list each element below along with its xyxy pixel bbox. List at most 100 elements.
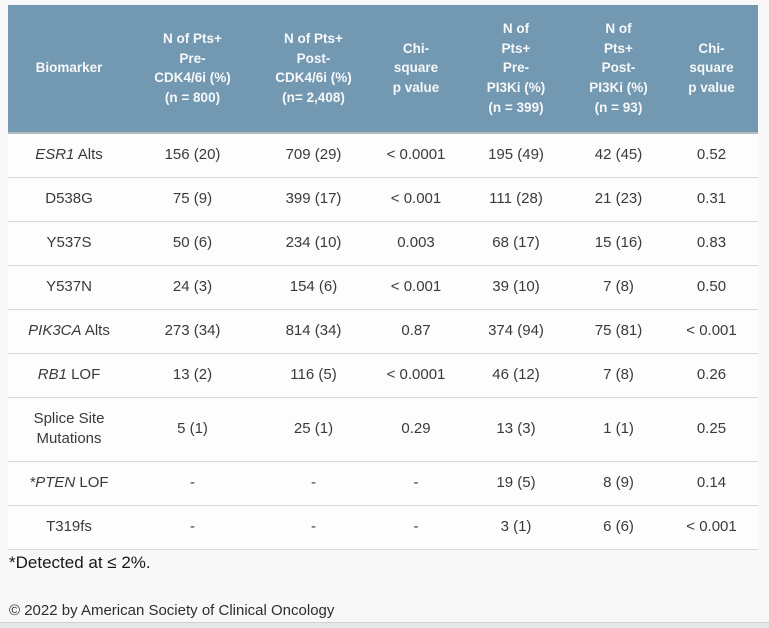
biomarker-label: LOF [66, 366, 101, 384]
table-cell: - [255, 461, 372, 506]
table-cell: < 0.001 [372, 265, 460, 310]
column-header-pre-pi3ki: N of Pts+ Pre- PI3Ki (%) (n = 399) [460, 5, 572, 134]
biomarker-label: Y537N [46, 278, 92, 296]
table-cell: 75 (9) [130, 177, 255, 222]
table-cell: < 0.001 [372, 177, 460, 222]
biomarker-label: Y537S [46, 234, 92, 252]
table-cell: 19 (5) [460, 461, 572, 506]
table-cell: < 0.001 [665, 309, 758, 354]
table-cell: 195 (49) [460, 132, 572, 178]
table-cell: 111 (28) [460, 177, 572, 222]
table-cell: 68 (17) [460, 221, 572, 266]
table-cell: - [372, 461, 460, 506]
table-cell: 50 (6) [130, 221, 255, 266]
column-header-pre-cdk46i: N of Pts+ Pre- CDK4/6i (%) (n = 800) [130, 5, 255, 134]
table-cell: 13 (2) [130, 353, 255, 398]
table-cell: 46 (12) [460, 353, 572, 398]
table-cell: 42 (45) [572, 132, 665, 178]
biomarker-label: T319fs [46, 518, 92, 536]
table-row-t319fs: T319fs - - - 3 (1) 6 (6) < 0.001 [8, 505, 758, 550]
copyright-notice: © 2022 by American Society of Clinical O… [9, 602, 335, 619]
biomarker-table: Biomarker N of Pts+ Pre- CDK4/6i (%) (n … [8, 5, 758, 550]
column-header-biomarker: Biomarker [8, 5, 130, 134]
table-cell: 273 (34) [130, 309, 255, 354]
table-cell: 156 (20) [130, 132, 255, 178]
biomarker-cell: T319fs [8, 505, 130, 550]
table-cell: 1 (1) [572, 397, 665, 462]
table-cell: 374 (94) [460, 309, 572, 354]
table-cell: 234 (10) [255, 221, 372, 266]
table-cell: 0.87 [372, 309, 460, 354]
column-header-chi-square-pi3k: Chi- square p value [665, 5, 758, 134]
table-cell: 7 (8) [572, 265, 665, 310]
biomarker-cell: D538G [8, 177, 130, 222]
table-cell: 25 (1) [255, 397, 372, 462]
table-cell: 6 (6) [572, 505, 665, 550]
gene-name: *PTEN [29, 474, 76, 492]
table-cell: - [130, 461, 255, 506]
biomarker-label: Alts [81, 322, 110, 340]
table-cell: 5 (1) [130, 397, 255, 462]
table-row-y537s: Y537S 50 (6) 234 (10) 0.003 68 (17) 15 (… [8, 221, 758, 266]
table-cell: 21 (23) [572, 177, 665, 222]
gene-name: RB1 [37, 366, 67, 384]
table-cell: < 0.0001 [372, 353, 460, 398]
table-cell: 116 (5) [255, 353, 372, 398]
table-cell: 0.25 [665, 397, 758, 462]
biomarker-cell: Y537S [8, 221, 130, 266]
gene-name: ESR1 [35, 146, 75, 164]
biomarker-cell: Splice Site Mutations [8, 397, 130, 462]
table-cell: 39 (10) [460, 265, 572, 310]
biomarker-label: D538G [45, 190, 93, 208]
table-row-rb1-lof: RB1 LOF 13 (2) 116 (5) < 0.0001 46 (12) … [8, 353, 758, 398]
table-cell: 15 (16) [572, 221, 665, 266]
table-row-pten-lof: *PTEN LOF - - - 19 (5) 8 (9) 0.14 [8, 461, 758, 506]
table-cell: - [255, 505, 372, 550]
table-cell: 154 (6) [255, 265, 372, 310]
biomarker-cell: Y537N [8, 265, 130, 310]
table-cell: - [130, 505, 255, 550]
table-cell: 0.14 [665, 461, 758, 506]
gene-name: PIK3CA [28, 322, 82, 340]
table-cell: 3 (1) [460, 505, 572, 550]
footnote: *Detected at ≤ 2%. [9, 553, 151, 572]
table-cell: 0.29 [372, 397, 460, 462]
table-cell: 0.26 [665, 353, 758, 398]
table-cell: 0.83 [665, 221, 758, 266]
column-header-chi-square-cdk: Chi- square p value [372, 5, 460, 134]
table-cell: 24 (3) [130, 265, 255, 310]
table-cell: < 0.0001 [372, 132, 460, 178]
table-body: ESR1 Alts 156 (20) 709 (29) < 0.0001 195… [8, 132, 758, 550]
table-cell: 399 (17) [255, 177, 372, 222]
table-cell: 13 (3) [460, 397, 572, 462]
table-cell: 7 (8) [572, 353, 665, 398]
table-cell: 709 (29) [255, 132, 372, 178]
biomarker-label: Alts [74, 146, 103, 164]
biomarker-label: LOF [75, 474, 109, 492]
table-cell: 814 (34) [255, 309, 372, 354]
biomarker-cell: PIK3CA Alts [8, 309, 130, 354]
table-row-esr1-alts: ESR1 Alts 156 (20) 709 (29) < 0.0001 195… [8, 132, 758, 178]
biomarker-cell: ESR1 Alts [8, 132, 130, 178]
horizontal-scrollbar[interactable] [0, 622, 769, 628]
biomarker-cell: *PTEN LOF [8, 461, 130, 506]
table-cell: 8 (9) [572, 461, 665, 506]
table-cell: 0.003 [372, 221, 460, 266]
table-cell: 0.31 [665, 177, 758, 222]
biomarker-cell: RB1 LOF [8, 353, 130, 398]
table-cell: 0.50 [665, 265, 758, 310]
column-header-post-pi3ki: N of Pts+ Post- PI3Ki (%) (n = 93) [572, 5, 665, 134]
table-row-d538g: D538G 75 (9) 399 (17) < 0.001 111 (28) 2… [8, 177, 758, 222]
table-row-pik3ca-alts: PIK3CA Alts 273 (34) 814 (34) 0.87 374 (… [8, 309, 758, 354]
table-cell: 0.52 [665, 132, 758, 178]
table-cell: - [372, 505, 460, 550]
table-header: Biomarker N of Pts+ Pre- CDK4/6i (%) (n … [8, 5, 758, 134]
table-header-row: Biomarker N of Pts+ Pre- CDK4/6i (%) (n … [8, 5, 758, 134]
table-cell: 75 (81) [572, 309, 665, 354]
table-row-y537n: Y537N 24 (3) 154 (6) < 0.001 39 (10) 7 (… [8, 265, 758, 310]
column-header-post-cdk46i: N of Pts+ Post- CDK4/6i (%) (n= 2,408) [255, 5, 372, 134]
table-cell: < 0.001 [665, 505, 758, 550]
table-row-splice-site-mutations: Splice Site Mutations 5 (1) 25 (1) 0.29 … [8, 397, 758, 462]
biomarker-label: Splice Site Mutations [33, 410, 105, 448]
